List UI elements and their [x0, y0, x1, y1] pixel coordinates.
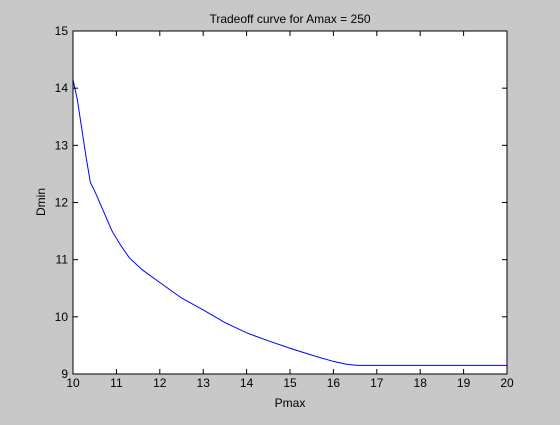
x-tick-label: 12 [153, 376, 167, 390]
y-axis-ticks: 9 10 11 12 13 14 15 [55, 24, 507, 381]
x-tick-label: 11 [110, 376, 123, 390]
y-axis-label: Dmin [34, 188, 48, 216]
x-tick-label: 15 [283, 376, 297, 390]
y-tick-label: 11 [56, 253, 69, 267]
series-layer [72, 79, 507, 366]
x-tick-label: 17 [370, 376, 384, 390]
chart-title: Tradeoff curve for Amax = 250 [209, 12, 370, 26]
y-tick-label: 12 [55, 196, 69, 210]
x-tick-label: 13 [197, 376, 211, 390]
x-axis-label: Pmax [275, 396, 306, 410]
y-tick-label: 9 [61, 367, 68, 381]
x-tick-label: 16 [327, 376, 341, 390]
series-line-0 [72, 79, 507, 366]
x-tick-label: 10 [66, 376, 80, 390]
x-axis-ticks: 10 11 12 13 14 15 16 17 18 19 20 [66, 31, 514, 390]
plot-area [73, 31, 507, 374]
x-tick-label: 19 [457, 376, 471, 390]
y-tick-label: 14 [55, 81, 69, 95]
y-tick-label: 13 [55, 138, 69, 152]
y-tick-label: 10 [55, 310, 69, 324]
x-tick-label: 14 [240, 376, 254, 390]
x-tick-label: 20 [500, 376, 514, 390]
y-tick-label: 15 [55, 24, 69, 38]
x-tick-label: 18 [414, 376, 428, 390]
